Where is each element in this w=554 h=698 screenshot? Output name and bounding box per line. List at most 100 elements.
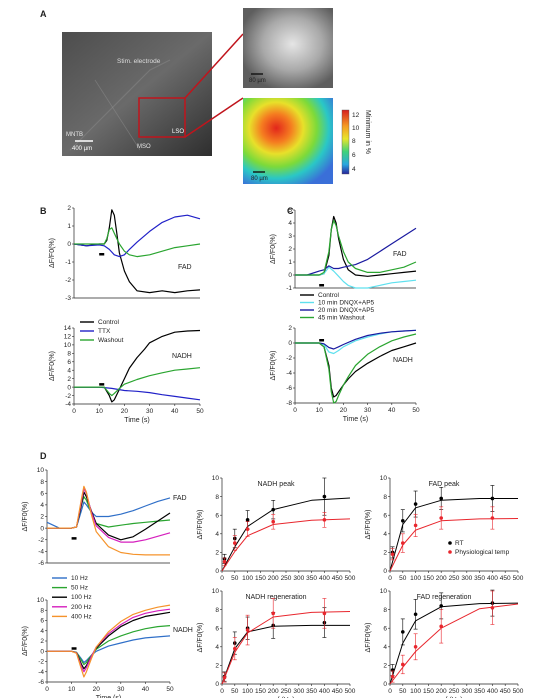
- x-tick-label: 40: [142, 686, 150, 693]
- data-point-rt: [245, 518, 250, 522]
- y-tick-label: 4: [67, 367, 71, 374]
- colorbar-label: Minimum in %: [364, 110, 371, 154]
- series-line-ttx: [73, 214, 201, 258]
- y-tick-label: 5: [288, 207, 292, 214]
- data-point-physiological-temp: [490, 605, 495, 610]
- colorbar: [341, 109, 350, 175]
- colorbar-tick: 10: [352, 125, 360, 132]
- series-line-50-hz: [47, 496, 171, 529]
- y-tick-label: -2: [65, 277, 71, 284]
- y-tick-label: 8: [215, 607, 219, 614]
- heatmap-image: [243, 98, 333, 184]
- x-tick-label: 500: [513, 575, 524, 582]
- series-line-20-min-dnqx-ap5: [295, 227, 417, 276]
- x-tick-label: 50: [231, 575, 239, 582]
- zoom-line-bottom: [184, 97, 244, 138]
- data-point-physiological-temp: [233, 541, 237, 545]
- x-tick-label: 50: [399, 688, 407, 695]
- x-tick-label: 50: [231, 688, 239, 695]
- x-tick-label: 350: [474, 688, 485, 695]
- legend-label: 100 Hz: [71, 594, 92, 601]
- y-tick-label: 6: [40, 490, 44, 497]
- fit-curve-rt: [221, 497, 351, 572]
- x-tick-label: 0: [293, 407, 297, 414]
- legend-label: 50 Hz: [71, 585, 88, 592]
- x-tick-label: 300: [293, 688, 304, 695]
- x-tick-label: 200: [268, 688, 279, 695]
- x-tick-label: 100: [410, 688, 421, 695]
- y-tick-label: 1: [67, 223, 71, 230]
- y-tick-label: 0: [288, 340, 292, 347]
- x-tick-label: 400: [487, 575, 498, 582]
- series-line-45-min-washout: [295, 219, 417, 276]
- y-axis-label: ΔF/F0(%): [197, 623, 204, 653]
- data-point-physiological-temp: [401, 662, 405, 667]
- x-tick-label: 10: [68, 686, 76, 693]
- x-tick-label: 250: [281, 575, 292, 582]
- stimulus-marker: [99, 383, 105, 386]
- x-tick-label: 400: [319, 688, 330, 695]
- y-axis-label: ΔF/F0(%): [270, 351, 277, 381]
- panel-label-d: D: [40, 451, 47, 461]
- chart-annotation: FAD: [393, 251, 407, 258]
- y-tick-label: 8: [67, 351, 71, 358]
- x-tick-label: 350: [474, 575, 485, 582]
- data-point-physiological-temp: [222, 559, 227, 564]
- x-tick-label: 100: [410, 575, 421, 582]
- y-tick-label: 6: [215, 625, 219, 632]
- x-tick-label: 150: [255, 688, 266, 695]
- y-tick-label: 0: [383, 681, 387, 688]
- x-tick-label: 400: [319, 575, 330, 582]
- y-tick-label: -3: [65, 295, 71, 302]
- data-point-rt: [439, 604, 444, 608]
- x-tick-label: 0: [220, 575, 224, 582]
- y-axis-label: ΔF/F0(%): [49, 238, 56, 268]
- y-tick-label: 0: [215, 568, 219, 575]
- x-tick-label: 150: [423, 575, 434, 582]
- y-tick-label: 4: [383, 531, 387, 538]
- y-tick-label: 8: [383, 494, 387, 501]
- legend-label: 10 min DNQX+AP5: [318, 300, 375, 307]
- data-point-physiological-temp: [322, 611, 327, 616]
- series-line-washout: [74, 227, 201, 258]
- series-line-20-min-dnqx-ap5: [295, 329, 417, 350]
- x-tick-label: 450: [500, 575, 511, 582]
- data-point-physiological-temp: [222, 675, 227, 680]
- y-tick-label: 0: [215, 681, 219, 688]
- data-point-rt: [490, 496, 495, 501]
- chart-title: NADH peak: [258, 481, 295, 488]
- x-tick-label: 200: [436, 575, 447, 582]
- x-tick-label: 300: [461, 688, 472, 695]
- x-tick-label: 30: [146, 408, 154, 415]
- data-point-physiological-temp: [390, 552, 395, 557]
- data-point-rt: [322, 494, 327, 499]
- y-tick-label: 8: [215, 494, 219, 501]
- legend-label: RT: [455, 540, 464, 547]
- data-point-physiological-temp: [413, 523, 418, 528]
- x-tick-label: 500: [513, 688, 524, 695]
- y-tick-label: 4: [215, 644, 219, 651]
- x-tick-label: 250: [281, 688, 292, 695]
- y-tick-label: 6: [383, 625, 387, 632]
- x-tick-label: 450: [500, 688, 511, 695]
- y-tick-label: 14: [64, 325, 72, 332]
- x-tick-label: 200: [268, 575, 279, 582]
- y-tick-label: -8: [286, 400, 292, 407]
- x-tick-label: 150: [255, 575, 266, 582]
- data-point-physiological-temp: [390, 674, 395, 679]
- y-tick-label: 0: [288, 272, 292, 279]
- chart-annotation: NADH: [173, 627, 193, 634]
- x-tick-label: 20: [93, 686, 101, 693]
- series-line-control: [73, 209, 201, 294]
- legend-label: 10 Hz: [71, 575, 88, 582]
- x-tick-label: 100: [242, 688, 253, 695]
- series-line-45-min-washout: [295, 333, 417, 404]
- y-tick-label: -4: [38, 669, 44, 676]
- colorbar-tick: 12: [352, 112, 360, 119]
- y-tick-label: 10: [212, 588, 220, 595]
- panel-label-a: A: [40, 9, 47, 19]
